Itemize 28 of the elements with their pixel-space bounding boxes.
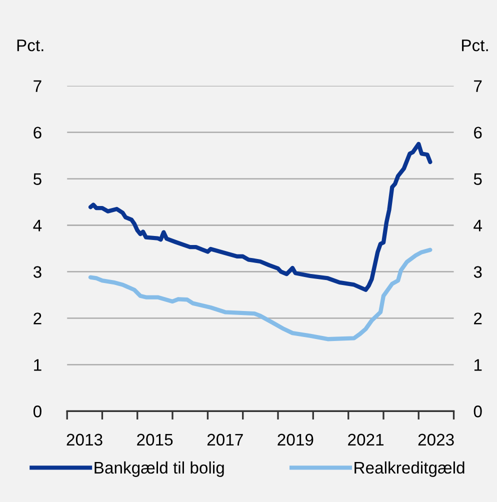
y2-tick-label: 1 (474, 359, 482, 371)
x-tick-label: 2021 (348, 434, 384, 446)
y-tick-label: 6 (34, 126, 42, 139)
x-tick-label: 2015 (137, 434, 173, 446)
y2-tick-label: 6 (474, 126, 482, 139)
y-tick-label: 4 (33, 220, 42, 232)
x-tick-label: 2017 (207, 434, 243, 446)
x-tick-label: 2013 (66, 434, 102, 446)
line-series (88, 248, 432, 342)
y-tick-label: 5 (33, 173, 42, 185)
y2-tick-label: 3 (474, 266, 482, 278)
y-tick-label: 1 (34, 359, 42, 371)
legend-label: Realkreditgæld (354, 461, 464, 477)
y2-tick-label: 0 (474, 406, 482, 418)
y2-tick-label: 5 (474, 173, 482, 185)
x-tick-label: 2019 (278, 434, 314, 446)
y2-axis-title: Pct. (462, 40, 488, 52)
legend-label: Bankgæld til bolig (94, 461, 224, 477)
y-tick-label: 7 (34, 80, 42, 92)
y2-tick-label: 7 (474, 80, 482, 92)
y-tick-label: 2 (34, 312, 42, 324)
y2-tick-label: 2 (474, 312, 482, 324)
y-tick-label: 3 (33, 266, 42, 278)
y2-tick-label: 4 (474, 220, 482, 232)
line-series (88, 142, 432, 292)
y-axis-title: Pct. (17, 40, 44, 52)
x-tick-label: 2023 (418, 434, 454, 446)
y-tick-label: 0 (33, 406, 42, 418)
